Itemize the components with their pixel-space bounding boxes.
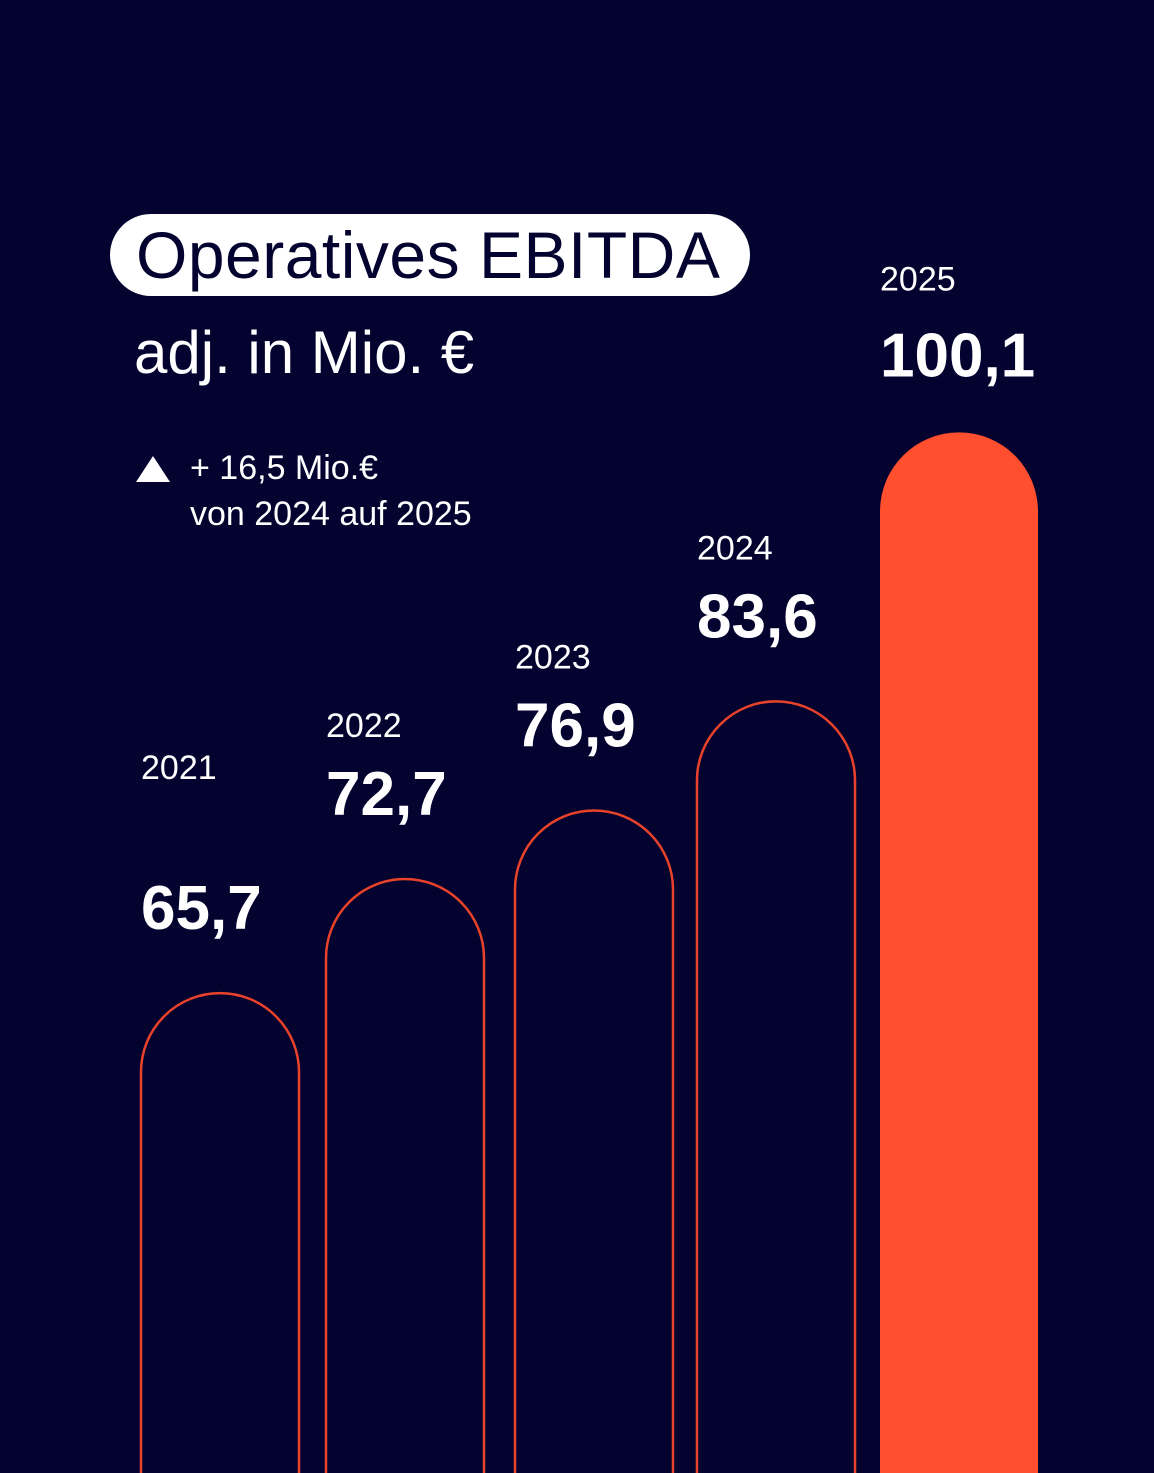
triangle-up-icon [136,456,170,482]
bar-value-label-2023: 76,9 [515,692,636,761]
bar-2022 [324,877,486,1473]
bar-year-label-2024: 2024 [697,529,773,567]
delta-period: von 2024 auf 2025 [190,495,472,533]
bar-2023 [513,809,675,1473]
bar-value-label-2024: 83,6 [697,582,818,651]
bar-2021 [139,991,301,1473]
chart-subtitle: adj. in Mio. € [134,319,475,386]
bar-year-label-2022: 2022 [326,707,402,745]
bar-year-label-2021: 2021 [141,749,217,787]
bar-year-label-2023: 2023 [515,639,591,677]
bar-2024 [695,700,857,1473]
bar-year-label-2025: 2025 [880,260,956,298]
bar-value-label-2025: 100,1 [880,321,1035,390]
chart-title: Operatives EBITDA [110,214,751,296]
delta-amount: + 16,5 Mio.€ [190,449,379,487]
bar-value-label-2021: 65,7 [141,874,262,943]
bar-value-label-2022: 72,7 [326,760,447,829]
bar-2025 [880,432,1038,1473]
